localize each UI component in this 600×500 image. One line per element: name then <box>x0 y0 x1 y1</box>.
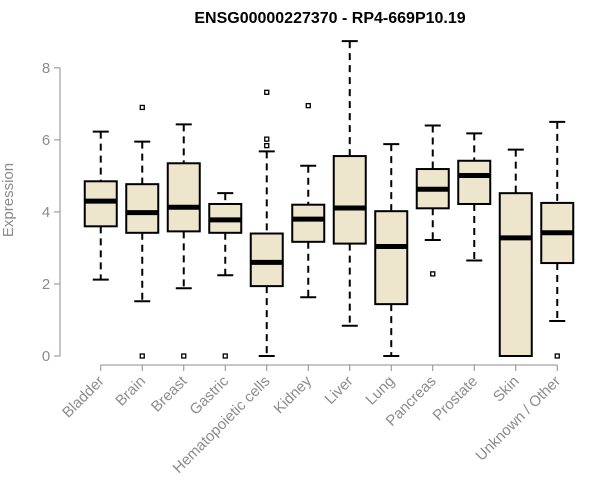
outlier-point <box>430 271 436 277</box>
box <box>125 183 160 234</box>
x-tick-label: Liver <box>322 373 357 408</box>
chart-title: ENSG00000227370 - RP4-669P10.19 <box>194 10 465 27</box>
box-prostate <box>457 132 492 262</box>
outlier-point <box>305 102 311 109</box>
outlier-point <box>181 353 187 359</box>
outlier-point <box>139 104 145 111</box>
y-tick-label: 6 <box>42 132 50 149</box>
box <box>457 159 492 205</box>
box <box>83 180 118 228</box>
outlier-point <box>264 142 270 149</box>
x-tick-label: Brain <box>112 373 149 410</box>
box-hematopoietic-cells <box>249 89 284 357</box>
y-tick-label: 8 <box>42 60 50 77</box>
box-gastric <box>208 192 243 359</box>
box <box>498 192 533 357</box>
box-unknown-other <box>540 120 575 359</box>
box-lung <box>374 143 409 357</box>
outlier-point <box>264 89 270 95</box>
box-bladder <box>83 130 118 281</box>
box-kidney <box>291 102 326 299</box>
y-tick-label: 0 <box>42 348 50 365</box>
outlier-point <box>554 353 560 359</box>
x-tick-label: Breast <box>148 372 191 415</box>
box <box>291 203 326 243</box>
outlier-point <box>139 353 145 359</box>
box <box>166 162 201 233</box>
plot-area <box>83 40 575 359</box>
x-tick-label: Skin <box>490 373 523 406</box>
outlier-point <box>264 136 270 142</box>
box <box>332 155 367 245</box>
outlier-point <box>222 353 228 359</box>
y-axis: 0 2 4 6 8 <box>42 60 61 365</box>
x-tick-label: Lung <box>362 373 398 409</box>
box <box>249 232 284 288</box>
box-skin <box>498 148 533 357</box>
box-liver <box>332 40 367 327</box>
x-tick-label: Bladder <box>59 373 108 422</box>
box-breast <box>166 123 201 359</box>
box-brain <box>125 104 160 359</box>
y-axis-label: Expression <box>0 163 17 237</box>
box <box>374 210 409 306</box>
x-tick-label: Prostate <box>430 373 482 425</box>
y-tick-label: 4 <box>42 204 50 221</box>
y-tick-label: 2 <box>42 276 50 293</box>
x-tick-label: Kidney <box>271 372 316 417</box>
box-pancreas <box>415 124 450 277</box>
